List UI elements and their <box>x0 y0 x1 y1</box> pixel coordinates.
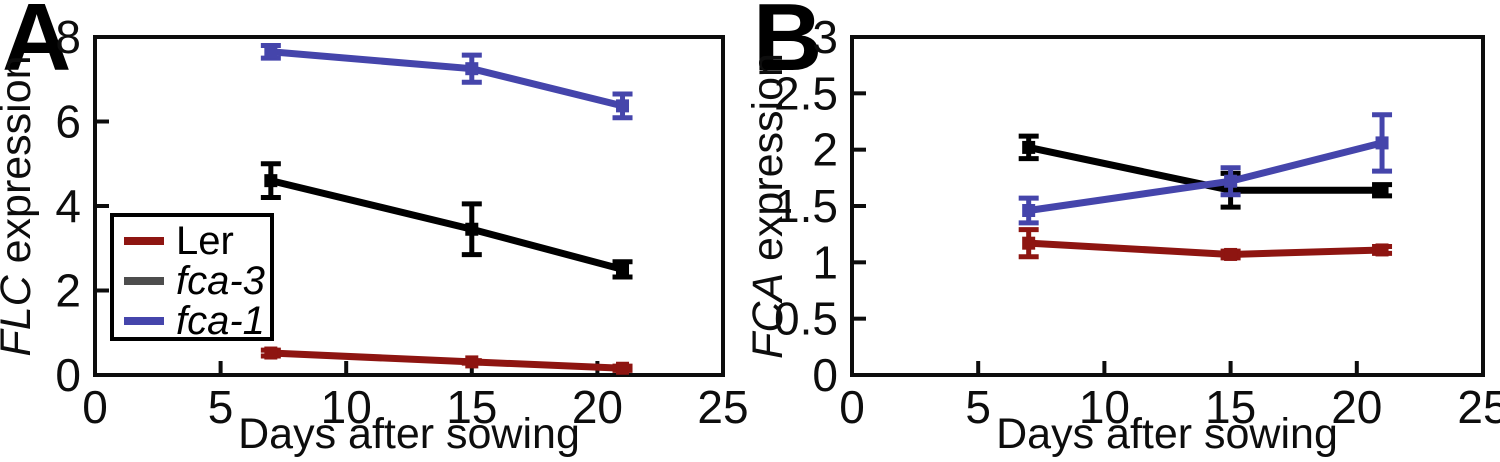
data-marker-fca-1 <box>1022 204 1036 218</box>
x-tick-label: 10 <box>1079 381 1130 433</box>
panel-b-x-axis-label: Days after sowing <box>996 410 1338 458</box>
x-tick-label: 20 <box>1331 381 1382 433</box>
series-line-Ler <box>270 349 623 372</box>
panel-b-y-axis-label: FCA expression <box>750 53 792 359</box>
data-marker-Ler <box>1375 243 1389 257</box>
series-line-fca-3 <box>270 177 624 273</box>
data-marker-fca-3 <box>465 222 479 236</box>
legend-label-ler: Ler <box>176 219 234 263</box>
y-tick-label: 3 <box>812 11 838 63</box>
x-tick-label: 25 <box>1457 381 1500 433</box>
data-marker-fca-1 <box>1224 174 1238 188</box>
panel-letter-a: A <box>2 0 72 91</box>
y-tick-label: 2.5 <box>774 67 838 119</box>
legend-label-fca-1: fca-1 <box>176 299 265 343</box>
data-marker-Ler <box>616 361 630 375</box>
y-tick-label: 2 <box>55 265 81 317</box>
data-marker-Ler <box>1224 247 1238 261</box>
data-marker-fca-3 <box>1375 183 1389 197</box>
data-marker-Ler <box>1022 236 1036 250</box>
y-tick-label: 2 <box>812 124 838 176</box>
panel-a-plot-area: 0 5 10 15 20 25 0 2 4 6 8 <box>55 11 748 433</box>
legend-item-fca-3: fca-3 <box>124 261 270 301</box>
y-label-gene: FCA <box>750 273 792 359</box>
x-tick-label: 5 <box>965 381 991 433</box>
panel-a-y-axis-label: FLC expression <box>0 55 40 356</box>
y-tick-label: 0.5 <box>774 293 838 345</box>
data-marker-fca-1 <box>1375 136 1389 150</box>
legend-item-fca-1: fca-1 <box>124 301 270 341</box>
panel-a-chart: 0 5 10 15 20 25 0 2 4 6 8 FLC expression Days afte… <box>0 11 749 458</box>
y-tick-label: 8 <box>55 11 81 63</box>
data-marker-fca-3 <box>616 262 630 276</box>
legend-label-fca-3: fca-3 <box>176 259 265 303</box>
y-tick-label: 6 <box>55 96 81 148</box>
y-tick-label: 4 <box>55 180 81 232</box>
data-marker-Ler <box>264 346 278 360</box>
panel-b-plot-area: 0 5 10 15 20 25 00.511.522.53 <box>774 11 1500 433</box>
y-tick-label: 0 <box>55 349 81 401</box>
x-tick-label: 0 <box>839 381 865 433</box>
legend-swatch-fca-1 <box>124 317 164 325</box>
data-marker-fca-3 <box>1022 140 1036 154</box>
axes-box <box>93 35 725 377</box>
data-marker-Ler <box>465 355 479 369</box>
legend-swatch-ler <box>124 237 164 245</box>
y-tick-label: 0 <box>812 349 838 401</box>
data-marker-fca-1 <box>616 99 630 113</box>
legend-swatch-fca-3 <box>124 277 164 285</box>
x-tick-label: 0 <box>82 381 108 433</box>
series-line-Ler <box>1028 239 1383 258</box>
y-label-rest: expression <box>0 55 40 275</box>
y-label-rest: expression <box>750 53 792 273</box>
y-label-gene: FLC <box>0 274 40 356</box>
series-line-fca-1 <box>1028 139 1383 214</box>
panel-letter-b: B <box>753 0 823 91</box>
data-marker-fca-1 <box>264 45 278 59</box>
x-tick-label: 15 <box>446 381 497 433</box>
series-line-fca-1 <box>270 48 624 110</box>
x-tick-label: 5 <box>208 381 234 433</box>
data-marker-fca-1 <box>465 62 479 76</box>
x-tick-label: 20 <box>572 381 623 433</box>
y-tick-label: 1.5 <box>774 180 838 232</box>
legend-item-ler: Ler <box>124 221 270 261</box>
panel-a-x-axis-label: Days after sowing <box>238 410 580 458</box>
y-tick-label: 1 <box>812 236 838 288</box>
x-tick-label: 15 <box>1205 381 1256 433</box>
panel-b-chart: 0 5 10 15 20 25 00.511.522.53 FCA expression D… <box>750 11 1500 458</box>
data-marker-fca-3 <box>264 174 278 188</box>
legend: Ler fca-3 fca-1 <box>110 213 274 341</box>
x-tick-label: 10 <box>321 381 372 433</box>
axes-box <box>850 35 1485 377</box>
x-tick-label: 25 <box>697 381 748 433</box>
